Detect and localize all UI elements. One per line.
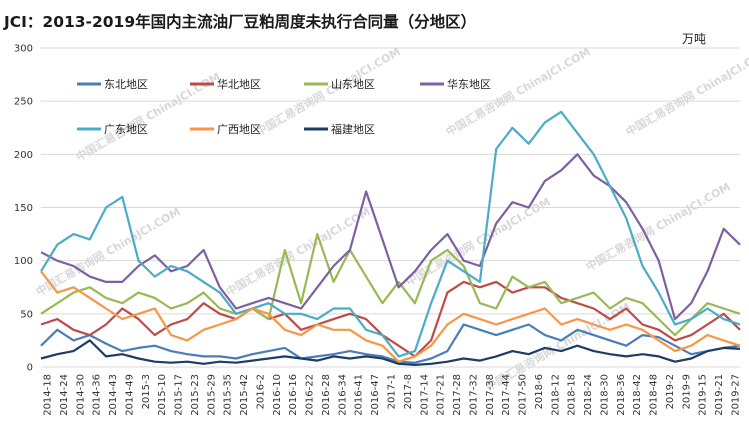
x-tick-label: 2016-10 xyxy=(272,374,283,416)
y-tick-label: 150 xyxy=(14,203,33,214)
x-tick-label: 2015-42 xyxy=(239,374,250,416)
x-tick-label: 2017-21 xyxy=(436,374,447,416)
x-tick-label: 2018-48 xyxy=(649,374,660,416)
x-tick-label: 2014-18 xyxy=(43,374,54,416)
legend-label: 东北地区 xyxy=(104,78,148,91)
x-tick-label: 2015-10 xyxy=(157,374,168,416)
watermark-text: 中国汇易咨询网 ChinaJCI.COM xyxy=(253,44,403,138)
legend-label: 山东地区 xyxy=(331,78,375,91)
x-axis-ticks: 2014-18 2014-24 2014-30 2014-36 2014-43 2014-… xyxy=(43,374,742,416)
y-tick-label: 0 xyxy=(27,363,33,374)
series-line xyxy=(40,280,741,358)
x-tick-label: 2014-30 xyxy=(75,374,86,416)
x-tick-label: 2016-28 xyxy=(321,374,332,416)
series-line xyxy=(40,233,741,337)
y-tick-label: 300 xyxy=(14,44,33,55)
x-tick-label: 2016-22 xyxy=(305,374,316,416)
x-tick-label: 2014-43 xyxy=(108,374,119,416)
x-tick-label: 2017-32 xyxy=(468,374,479,416)
legend-label: 福建地区 xyxy=(331,122,375,136)
x-tick-label: 2018-6 xyxy=(534,374,545,409)
x-tick-label: 2019-15 xyxy=(698,374,709,416)
legend-label: 广东地区 xyxy=(104,123,148,136)
x-tick-label: 2014-49 xyxy=(124,374,135,416)
x-tick-label: 2016-34 xyxy=(337,374,348,416)
x-tick-label: 2017-38 xyxy=(485,374,496,416)
chart-title: JCI：2013-2019年国内主流油厂豆粕周度未执行合同量（分地区） xyxy=(3,12,476,31)
x-tick-label: 2016-47 xyxy=(370,374,381,416)
x-tick-label: 2018-18 xyxy=(567,374,578,416)
y-tick-label: 100 xyxy=(14,256,33,267)
x-tick-label: 2017-28 xyxy=(452,374,463,416)
x-tick-label: 2018-12 xyxy=(550,374,561,416)
x-tick-label: 2016-41 xyxy=(354,374,365,416)
x-tick-label: 2015-17 xyxy=(174,374,185,416)
series-line xyxy=(40,110,741,358)
watermark-text: 中国汇易咨询网 ChinaJCI.COM xyxy=(623,44,749,138)
x-tick-label: 2016-16 xyxy=(288,374,299,416)
y-tick-label: 250 xyxy=(14,97,33,108)
x-tick-label: 2019-9 xyxy=(681,374,692,409)
x-tick-label: 2019-2 xyxy=(665,374,676,409)
x-tick-label: 2017-14 xyxy=(419,374,430,416)
legend-label: 华东地区 xyxy=(447,77,491,91)
x-tick-label: 2018-30 xyxy=(599,374,610,416)
x-tick-label: 2016-2 xyxy=(255,374,266,409)
x-tick-label: 2019-27 xyxy=(731,374,742,416)
y-tick-label: 50 xyxy=(20,309,33,320)
x-tick-label: 2017-44 xyxy=(501,374,512,416)
series-line xyxy=(40,323,741,364)
x-tick-label: 2018-36 xyxy=(616,374,627,416)
x-tick-label: 2014-24 xyxy=(59,374,70,416)
series-line xyxy=(40,339,741,366)
x-tick-label: 2015-35 xyxy=(223,374,234,416)
x-tick-label: 2014-36 xyxy=(92,374,103,416)
x-tick-label: 2018-24 xyxy=(583,374,594,416)
series-line xyxy=(40,153,741,321)
gridlines xyxy=(41,47,740,368)
unit-label: 万吨 xyxy=(682,32,706,46)
x-tick-label: 2015-23 xyxy=(190,374,201,416)
x-tick-label: 2017-50 xyxy=(518,374,529,416)
watermark-text: 中国汇易咨询网 ChinaJCI.COM xyxy=(33,204,183,298)
legend-label: 华北地区 xyxy=(217,77,261,91)
x-tick-label: 2017-8 xyxy=(403,374,414,409)
x-tick-label: 2019-21 xyxy=(714,374,725,416)
y-tick-label: 200 xyxy=(14,150,33,161)
series-line xyxy=(40,270,741,363)
x-tick-label: 2017-1 xyxy=(387,374,398,409)
legend-label: 广西地区 xyxy=(217,123,261,136)
x-tick-label: 2015-3 xyxy=(141,374,152,409)
x-tick-label: 2015-29 xyxy=(206,374,217,416)
y-axis-ticks: 0 50 100 150 200 250 300 xyxy=(14,44,33,374)
series-lines xyxy=(40,110,741,366)
x-tick-label: 2018-42 xyxy=(632,374,643,416)
